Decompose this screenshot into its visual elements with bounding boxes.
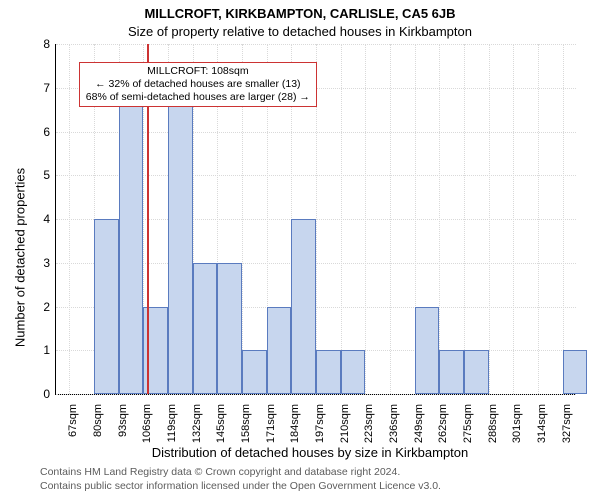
plot-area: 01234567867sqm80sqm93sqm106sqm119sqm132s… [55, 44, 576, 395]
annotation-box: MILLCROFT: 108sqm← 32% of detached house… [79, 62, 317, 107]
y-tick-label: 7 [43, 81, 50, 95]
histogram-bar [217, 263, 242, 394]
annotation-line: ← 32% of detached houses are smaller (13… [86, 78, 310, 91]
histogram-bar [341, 350, 366, 394]
footer-line-2: Contains public sector information licen… [40, 480, 580, 492]
gridline-vertical [538, 44, 539, 394]
histogram-bar [439, 350, 464, 394]
x-axis-label: Distribution of detached houses by size … [40, 445, 580, 460]
x-tick-label: 210sqm [339, 404, 351, 443]
chart-title-sub: Size of property relative to detached ho… [0, 24, 600, 39]
y-tick-label: 1 [43, 343, 50, 357]
x-tick-label: 119sqm [166, 404, 178, 442]
y-tick-label: 2 [43, 300, 50, 314]
x-tick-label: 67sqm [67, 404, 79, 437]
x-tick-label: 301sqm [511, 404, 523, 443]
y-tick-label: 0 [43, 387, 50, 401]
histogram-bar [94, 219, 119, 394]
gridline-vertical [439, 44, 440, 394]
gridline-vertical [464, 44, 465, 394]
x-tick-label: 223sqm [363, 404, 375, 443]
x-tick-label: 145sqm [215, 404, 227, 443]
annotation-line: MILLCROFT: 108sqm [86, 65, 310, 78]
chart-title-main: MILLCROFT, KIRKBAMPTON, CARLISLE, CA5 6J… [0, 6, 600, 21]
gridline-vertical [69, 44, 70, 394]
y-axis-label: Number of detached properties [13, 78, 28, 438]
x-tick-label: 158sqm [240, 404, 252, 443]
annotation-line: 68% of semi-detached houses are larger (… [86, 91, 310, 104]
histogram-bar [291, 219, 316, 394]
histogram-bar [193, 263, 218, 394]
footer-line-1: Contains HM Land Registry data © Crown c… [40, 466, 580, 478]
histogram-bar [168, 88, 193, 394]
x-tick-label: 184sqm [289, 404, 301, 443]
gridline-vertical [489, 44, 490, 394]
x-tick-label: 197sqm [314, 404, 326, 443]
y-tick-label: 5 [43, 168, 50, 182]
histogram-bar [464, 350, 489, 394]
gridline-vertical [365, 44, 366, 394]
histogram-bar [242, 350, 267, 394]
gridline-horizontal [56, 394, 576, 395]
x-tick-label: 249sqm [413, 404, 425, 443]
x-tick-label: 236sqm [388, 404, 400, 443]
histogram-bar [563, 350, 588, 394]
x-tick-label: 80sqm [92, 404, 104, 437]
histogram-bar [119, 88, 144, 394]
y-tick-label: 6 [43, 125, 50, 139]
y-tick-label: 8 [43, 37, 50, 51]
gridline-vertical [390, 44, 391, 394]
gridline-vertical [563, 44, 564, 394]
x-tick-label: 288sqm [487, 404, 499, 443]
x-tick-label: 93sqm [117, 404, 129, 437]
x-tick-label: 106sqm [141, 404, 153, 443]
histogram-bar [415, 307, 440, 395]
chart-container: MILLCROFT, KIRKBAMPTON, CARLISLE, CA5 6J… [0, 0, 600, 500]
histogram-bar [267, 307, 292, 395]
x-tick-label: 275sqm [462, 404, 474, 443]
x-tick-label: 132sqm [191, 404, 203, 443]
histogram-bar [316, 350, 341, 394]
gridline-vertical [341, 44, 342, 394]
y-tick-label: 4 [43, 212, 50, 226]
y-tick-label: 3 [43, 256, 50, 270]
gridline-vertical [513, 44, 514, 394]
x-tick-label: 262sqm [437, 404, 449, 443]
x-tick-label: 171sqm [265, 404, 277, 443]
x-tick-label: 327sqm [561, 404, 573, 443]
x-tick-label: 314sqm [536, 404, 548, 443]
